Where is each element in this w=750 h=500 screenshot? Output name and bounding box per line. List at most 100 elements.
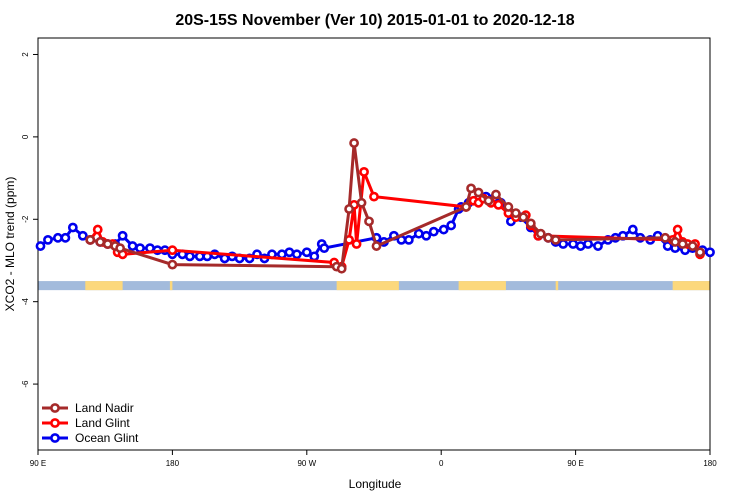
data-point	[413, 228, 424, 239]
data-point	[301, 247, 312, 258]
data-point	[67, 222, 78, 233]
data-point	[535, 228, 546, 239]
x-tick-label: 0	[439, 459, 444, 468]
legend-item-land-glint: Land Glint	[42, 416, 130, 430]
x-tick-label: 180	[166, 459, 180, 468]
y-tick-label: -4	[21, 298, 30, 306]
data-point	[510, 208, 521, 218]
data-point	[85, 234, 96, 245]
data-point	[344, 204, 355, 214]
data-point	[336, 263, 347, 274]
data-point	[461, 202, 471, 212]
data-point	[102, 239, 113, 249]
y-tick-label: -6	[21, 380, 30, 388]
legend-item-ocean-glint: Ocean Glint	[42, 431, 139, 445]
data-point	[677, 239, 688, 249]
legend-label: Land Glint	[75, 416, 130, 430]
data-point	[184, 251, 195, 262]
land-segment	[672, 281, 710, 291]
land-segment	[458, 281, 506, 291]
data-point	[483, 195, 494, 206]
legend-label: Land Nadir	[75, 401, 134, 415]
data-point	[473, 187, 484, 198]
data-point	[349, 138, 359, 148]
land-segment	[169, 281, 173, 291]
legend-label: Ocean Glint	[75, 431, 139, 445]
data-point	[77, 230, 88, 241]
data-point	[356, 197, 367, 208]
data-point	[319, 243, 330, 254]
data-point	[43, 234, 53, 245]
legend-swatch-marker	[50, 403, 60, 413]
data-point	[695, 247, 705, 258]
chart-title: 20S-15S November (Ver 10) 2015-01-01 to …	[175, 12, 574, 29]
data-point	[705, 247, 715, 258]
data-point	[92, 224, 103, 235]
land-segment	[555, 281, 559, 291]
x-axis-label: Longitude	[349, 477, 402, 491]
data-point	[446, 220, 457, 231]
x-tick-label: 180	[703, 459, 717, 468]
data-point	[351, 239, 362, 249]
data-point	[35, 241, 46, 251]
legend-swatch-marker	[50, 433, 60, 443]
data-point	[438, 224, 449, 235]
data-point	[219, 253, 230, 264]
data-point	[670, 237, 681, 247]
data-point	[627, 224, 638, 235]
land-ocean-band	[38, 281, 710, 291]
data-point	[53, 232, 63, 243]
x-tick-label: 90 W	[297, 459, 316, 468]
series-layer	[35, 138, 715, 274]
data-point	[117, 230, 128, 241]
land-segment	[85, 281, 123, 291]
data-point	[421, 230, 432, 241]
data-point	[503, 202, 514, 212]
data-point	[525, 218, 536, 229]
data-point	[60, 232, 71, 243]
x-tick-label: 90 E	[30, 459, 46, 468]
y-axis-label: XCO2 - MLO trend (ppm)	[3, 177, 17, 312]
legend-swatch-marker	[50, 418, 60, 428]
data-point	[660, 232, 671, 243]
data-point	[309, 251, 320, 262]
y-tick-label: 0	[21, 134, 30, 139]
data-point	[135, 243, 145, 254]
data-point	[127, 241, 138, 251]
legend-item-land-nadir: Land Nadir	[42, 401, 134, 415]
data-point	[518, 212, 529, 223]
data-point	[277, 249, 287, 260]
data-point	[575, 241, 586, 251]
data-point	[403, 234, 414, 245]
data-point	[369, 191, 379, 202]
data-point	[493, 199, 504, 210]
x-axis: 90 E 180 90 W 0 90 E 180	[30, 450, 717, 468]
y-tick-label: -2	[21, 215, 30, 223]
data-point	[95, 237, 106, 247]
data-point	[428, 226, 439, 237]
series-land-nadir	[85, 138, 705, 274]
data-point	[687, 241, 698, 251]
data-point	[550, 234, 561, 245]
data-point	[593, 241, 603, 251]
data-point	[568, 239, 579, 249]
data-point	[491, 189, 501, 200]
y-axis: 2 0 -2 -4 -6	[21, 52, 38, 388]
data-point	[543, 232, 554, 243]
data-point	[583, 239, 593, 249]
data-point	[167, 259, 178, 270]
data-point	[364, 216, 374, 227]
land-segment	[336, 281, 399, 291]
y-tick-label: 2	[21, 52, 30, 57]
data-point	[167, 245, 178, 256]
data-point	[115, 243, 126, 254]
data-point	[371, 241, 382, 251]
data-point	[291, 249, 302, 260]
data-point	[466, 183, 476, 194]
data-point	[672, 224, 683, 235]
data-point	[558, 239, 569, 249]
data-point	[284, 247, 295, 258]
data-point	[359, 166, 369, 177]
